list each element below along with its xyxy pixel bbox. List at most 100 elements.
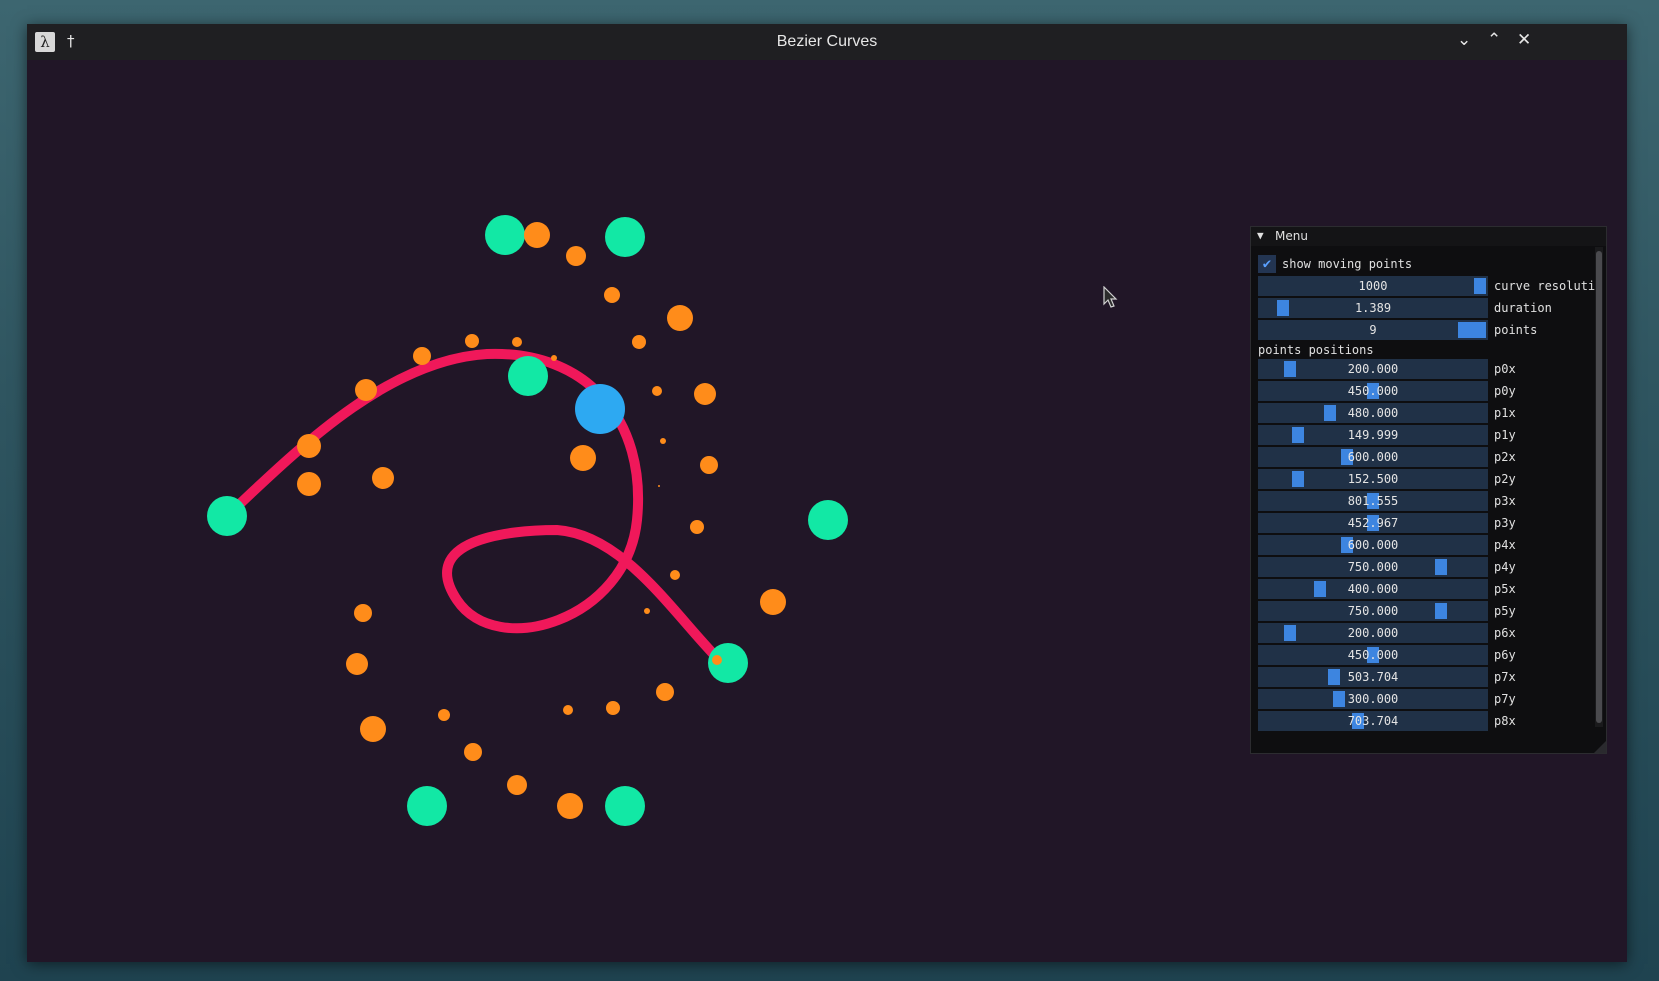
slider-p5x[interactable]: 400.000 p5x	[1258, 579, 1594, 599]
slider-track[interactable]: 452.967	[1258, 513, 1488, 533]
slider-value: 600.000	[1347, 450, 1399, 464]
slider-grab[interactable]	[1474, 278, 1486, 294]
slider-label: points	[1494, 323, 1538, 337]
slider-duration[interactable]: 1.389 duration	[1258, 298, 1594, 318]
slider-p0x[interactable]: 200.000 p0x	[1258, 359, 1594, 379]
slider-grab[interactable]	[1314, 581, 1326, 597]
slider-grab[interactable]	[1458, 322, 1486, 338]
slider-p6x[interactable]: 200.000 p6x	[1258, 623, 1594, 643]
slider-label: p5x	[1494, 582, 1516, 596]
slider-p8x[interactable]: 703.704 p8x	[1258, 711, 1594, 731]
control-point-p4[interactable]	[605, 786, 645, 826]
title-bar[interactable]: λ † Bezier Curves ⌄ ⌃ ✕	[27, 24, 1627, 60]
slider-track[interactable]: 600.000	[1258, 447, 1488, 467]
resize-grip[interactable]	[1594, 741, 1606, 753]
minimize-button[interactable]: ⌄	[1457, 30, 1471, 50]
slider-p2y[interactable]: 152.500 p2y	[1258, 469, 1594, 489]
slider-grab[interactable]	[1284, 361, 1296, 377]
slider-track[interactable]: 300.000	[1258, 689, 1488, 709]
menu-scrollbar-thumb[interactable]	[1596, 251, 1602, 723]
control-point-p5[interactable]	[407, 786, 447, 826]
slider-grab[interactable]	[1367, 647, 1379, 663]
slider-label: p3y	[1494, 516, 1516, 530]
slider-track[interactable]: 750.000	[1258, 601, 1488, 621]
control-point-p7[interactable]	[508, 356, 548, 396]
slider-p7y[interactable]: 300.000 p7y	[1258, 689, 1594, 709]
slider-grab[interactable]	[1367, 515, 1379, 531]
slider-grab[interactable]	[1284, 625, 1296, 641]
slider-p4y[interactable]: 750.000 p4y	[1258, 557, 1594, 577]
slider-grab[interactable]	[1328, 669, 1340, 685]
slider-track[interactable]: 149.999	[1258, 425, 1488, 445]
control-point-p8[interactable]	[708, 643, 748, 683]
slider-value: 9	[1369, 323, 1377, 337]
slider-track[interactable]: 703.704	[1258, 711, 1488, 731]
slider-grab[interactable]	[1341, 537, 1353, 553]
slider-value: 450.000	[1347, 648, 1399, 662]
slider-value: 200.000	[1347, 626, 1399, 640]
slider-value: 149.999	[1347, 428, 1399, 442]
close-button[interactable]: ✕	[1517, 30, 1531, 50]
slider-value: 1000	[1358, 279, 1388, 293]
checkmark-icon: ✔	[1262, 256, 1272, 272]
slider-label: p4x	[1494, 538, 1516, 552]
slider-grab[interactable]	[1367, 493, 1379, 509]
bezier-canvas[interactable]	[27, 60, 1627, 962]
slider-p3y[interactable]: 452.967 p3y	[1258, 513, 1594, 533]
slider-p4x[interactable]: 600.000 p4x	[1258, 535, 1594, 555]
slider-track[interactable]: 1000	[1258, 276, 1488, 296]
slider-grab[interactable]	[1292, 427, 1304, 443]
slider-p6y[interactable]: 450.000 p6y	[1258, 645, 1594, 665]
slider-grab[interactable]	[1435, 559, 1447, 575]
slider-value: 801.555	[1347, 494, 1399, 508]
slider-label: p5y	[1494, 604, 1516, 618]
slider-grab[interactable]	[1324, 405, 1336, 421]
slider-track[interactable]: 200.000	[1258, 359, 1488, 379]
menu-header[interactable]: ▼ Menu	[1251, 227, 1606, 246]
slider-p1x[interactable]: 480.000 p1x	[1258, 403, 1594, 423]
control-point-p2[interactable]	[605, 217, 645, 257]
slider-p3x[interactable]: 801.555 p3x	[1258, 491, 1594, 511]
slider-value: 480.000	[1347, 406, 1399, 420]
slider-p7x[interactable]: 503.704 p7x	[1258, 667, 1594, 687]
slider-value: 750.000	[1347, 604, 1399, 618]
control-point-p0[interactable]	[207, 496, 247, 536]
slider-track[interactable]: 750.000	[1258, 557, 1488, 577]
maximize-button[interactable]: ⌃	[1487, 30, 1501, 50]
slider-track[interactable]: 1.389	[1258, 298, 1488, 318]
slider-track[interactable]: 9	[1258, 320, 1488, 340]
slider-grab[interactable]	[1352, 713, 1364, 729]
slider-label: p1y	[1494, 428, 1516, 442]
slider-grab[interactable]	[1367, 383, 1379, 399]
moving-points	[297, 222, 786, 819]
slider-grab[interactable]	[1277, 300, 1289, 316]
slider-p1y[interactable]: 149.999 p1y	[1258, 425, 1594, 445]
slider-track[interactable]: 200.000	[1258, 623, 1488, 643]
slider-grab[interactable]	[1292, 471, 1304, 487]
triangle-down-icon[interactable]: ▼	[1257, 229, 1264, 242]
slider-p0y[interactable]: 450.000 p0y	[1258, 381, 1594, 401]
slider-label: p1x	[1494, 406, 1516, 420]
slider-curve-resoluti[interactable]: 1000 curve resoluti	[1258, 276, 1595, 296]
control-point-p1[interactable]	[485, 215, 525, 255]
slider-track[interactable]: 503.704	[1258, 667, 1488, 687]
slider-track[interactable]: 600.000	[1258, 535, 1488, 555]
slider-track[interactable]: 801.555	[1258, 491, 1488, 511]
slider-track[interactable]: 450.000	[1258, 645, 1488, 665]
pin-icon[interactable]: †	[67, 32, 75, 50]
slider-points[interactable]: 9 points	[1258, 320, 1594, 340]
control-point-p3[interactable]	[808, 500, 848, 540]
slider-label: p0x	[1494, 362, 1516, 376]
show-moving-points-checkbox[interactable]: ✔	[1258, 255, 1276, 273]
slider-track[interactable]: 450.000	[1258, 381, 1488, 401]
slider-grab[interactable]	[1435, 603, 1447, 619]
slider-p2x[interactable]: 600.000 p2x	[1258, 447, 1594, 467]
slider-track[interactable]: 480.000	[1258, 403, 1488, 423]
chevron-up-icon: ⌃	[1487, 30, 1502, 50]
slider-label: p8x	[1494, 714, 1516, 728]
slider-grab[interactable]	[1333, 691, 1345, 707]
slider-grab[interactable]	[1341, 449, 1353, 465]
slider-track[interactable]: 400.000	[1258, 579, 1488, 599]
slider-p5y[interactable]: 750.000 p5y	[1258, 601, 1594, 621]
slider-track[interactable]: 152.500	[1258, 469, 1488, 489]
